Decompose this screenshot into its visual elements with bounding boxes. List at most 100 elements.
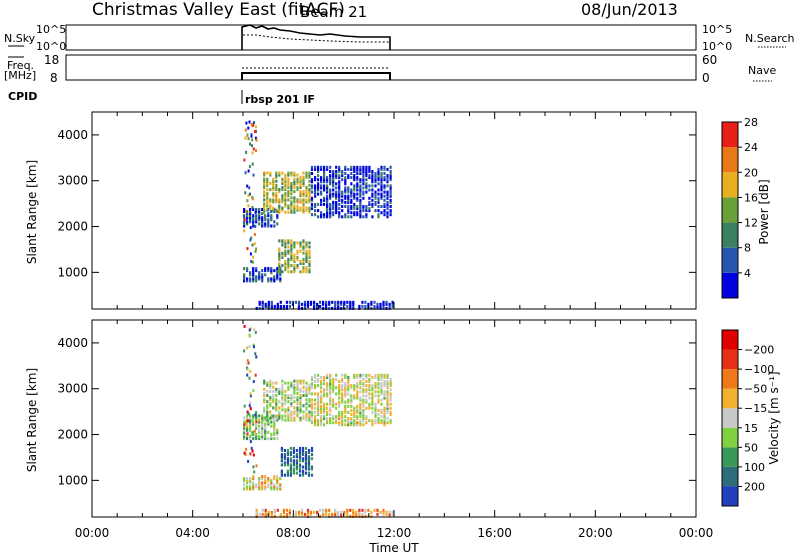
velocity-echo-cell bbox=[389, 421, 392, 425]
power-echo-cell bbox=[389, 200, 392, 204]
velocity-echo-cell bbox=[289, 446, 292, 450]
power-echo-cell bbox=[350, 192, 353, 196]
power-echo-cell bbox=[284, 200, 287, 204]
velocity-echo-cell bbox=[261, 477, 264, 481]
velocity-echo-cell bbox=[255, 418, 258, 422]
power-echo-cell bbox=[248, 165, 251, 169]
power-echo-cell bbox=[287, 206, 290, 210]
power-echo-cell bbox=[380, 172, 383, 175]
velocity-echo-cell bbox=[255, 508, 258, 512]
power-echo-cell bbox=[285, 300, 288, 304]
power-echo-cell bbox=[389, 190, 392, 194]
velocity-echo-cell bbox=[278, 387, 281, 391]
power-echo-cell bbox=[326, 196, 329, 200]
velocity-echo-cell bbox=[367, 508, 370, 512]
power-echo-cell bbox=[332, 192, 335, 196]
power-echo-cell bbox=[245, 121, 248, 125]
power-echo-cell bbox=[389, 184, 392, 188]
velocity-echo-cell bbox=[352, 514, 355, 518]
power-echo-cell bbox=[344, 200, 347, 204]
power-echo-cell bbox=[285, 304, 288, 308]
velocity-echo-cell bbox=[362, 415, 365, 419]
power-echo-cell bbox=[389, 205, 392, 208]
velocity-echo-cell bbox=[365, 373, 368, 377]
velocity-echo-cell bbox=[310, 382, 314, 386]
velocity-echo-cell bbox=[263, 391, 266, 395]
power-echo-cell bbox=[359, 180, 362, 184]
power-echo-cell bbox=[320, 167, 323, 171]
power-echo-cell bbox=[308, 210, 311, 214]
power-echo-cell bbox=[284, 198, 287, 202]
velocity-echo-cell bbox=[273, 487, 276, 491]
power-echo-cell bbox=[370, 302, 373, 306]
velocity-echo-cell bbox=[388, 510, 391, 514]
velocity-echo-cell bbox=[341, 384, 344, 388]
velocity-echo-cell bbox=[304, 451, 308, 454]
power-y-tick-label: 2000 bbox=[57, 220, 88, 234]
velocity-echo-cell bbox=[371, 421, 374, 425]
power-echo-cell bbox=[332, 176, 335, 180]
velocity-echo-cell bbox=[295, 459, 298, 463]
power-echo-cell bbox=[299, 194, 302, 198]
power-echo-cell bbox=[310, 172, 314, 175]
power-echo-cell bbox=[386, 202, 389, 206]
velocity-echo-cell bbox=[283, 463, 286, 467]
power-echo-cell bbox=[331, 300, 334, 304]
velocity-echo-cell bbox=[347, 382, 350, 386]
power-echo-cell bbox=[362, 209, 365, 213]
power-echo-cell bbox=[270, 267, 273, 271]
velocity-echo-cell bbox=[299, 389, 302, 393]
velocity-echo-cell bbox=[335, 415, 338, 419]
power-echo-cell bbox=[255, 138, 258, 142]
power-echo-cell bbox=[341, 200, 344, 204]
velocity-echo-cell bbox=[344, 373, 347, 377]
velocity-echo-cell bbox=[383, 419, 386, 423]
velocity-echo-cell bbox=[246, 485, 249, 489]
velocity-echo-cell bbox=[338, 404, 341, 408]
velocity-echo-cell bbox=[243, 430, 246, 434]
power-echo-cell bbox=[246, 269, 249, 273]
velocity-echo-cell bbox=[246, 426, 249, 430]
velocity-echo-cell bbox=[326, 410, 329, 414]
velocity-echo-cell bbox=[243, 437, 246, 441]
velocity-echo-cell bbox=[296, 381, 299, 385]
power-echo-cell bbox=[353, 167, 356, 171]
power-echo-cell bbox=[261, 224, 264, 228]
power-y-tick-label: 1000 bbox=[57, 265, 88, 279]
velocity-echo-cell bbox=[322, 512, 325, 516]
power-echo-cell bbox=[266, 192, 269, 196]
velocity-echo-cell bbox=[362, 402, 365, 406]
velocity-echo-cell bbox=[352, 512, 355, 516]
power-echo-cell bbox=[386, 167, 389, 171]
velocity-echo-cell bbox=[272, 394, 275, 397]
power-echo-cell bbox=[362, 207, 365, 211]
power-echo-cell bbox=[313, 304, 316, 308]
velocity-echo-cell bbox=[304, 467, 308, 471]
power-echo-cell bbox=[255, 220, 258, 224]
velocity-echo-cell bbox=[290, 381, 293, 385]
power-echo-cell bbox=[290, 200, 293, 204]
velocity-echo-cell bbox=[299, 387, 302, 391]
velocity-echo-cell bbox=[298, 453, 302, 457]
power-echo-cell bbox=[308, 206, 311, 210]
nsky-label: N.Sky bbox=[4, 32, 36, 45]
velocity-echo-cell bbox=[264, 479, 267, 483]
velocity-echo-cell bbox=[341, 380, 344, 383]
velocity-echo-cell bbox=[326, 402, 329, 406]
velocity-echo-cell bbox=[307, 473, 311, 477]
power-echo-cell bbox=[276, 304, 279, 308]
velocity-echo-cell bbox=[371, 394, 374, 398]
velocity-echo-cell bbox=[290, 396, 293, 400]
velocity-echo-cell bbox=[310, 467, 314, 471]
velocity-echo-cell bbox=[288, 512, 291, 516]
velocity-echo-cell bbox=[377, 378, 380, 381]
velocity-echo-cell bbox=[249, 485, 252, 489]
power-echo-cell bbox=[266, 194, 269, 198]
velocity-echo-cell bbox=[249, 414, 252, 418]
power-echo-cell bbox=[308, 245, 311, 249]
power-echo-cell bbox=[272, 179, 275, 183]
nsearch-tick-low: 10^0 bbox=[702, 40, 732, 53]
velocity-echo-cell bbox=[296, 391, 299, 395]
velocity-echo-cell bbox=[326, 417, 329, 421]
